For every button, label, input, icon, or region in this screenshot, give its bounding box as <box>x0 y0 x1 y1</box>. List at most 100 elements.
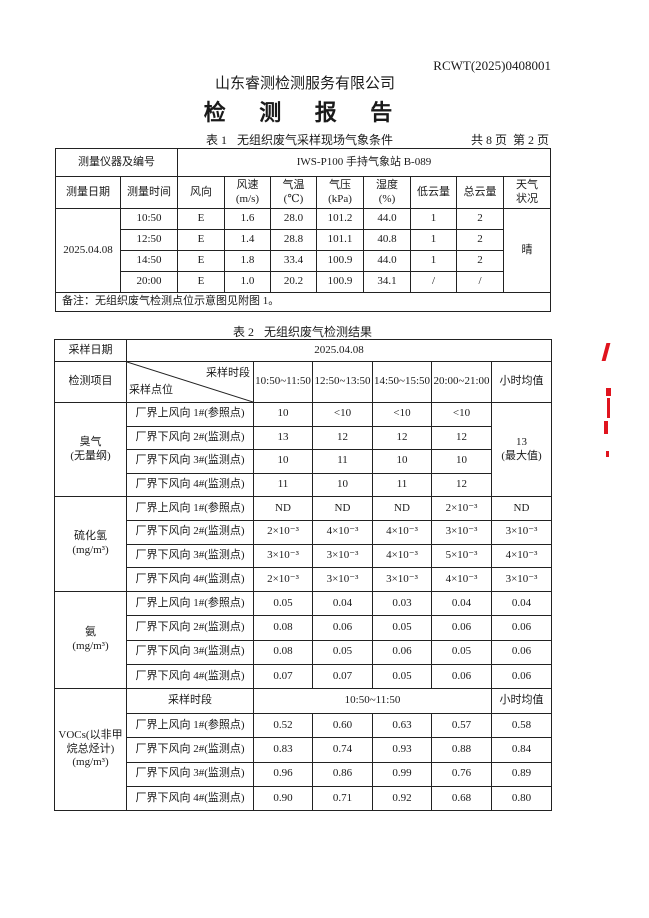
column-header: 湿度 (%) <box>363 176 411 209</box>
result-value: 0.99 <box>372 761 432 787</box>
result-value: 0.08 <box>253 639 313 665</box>
data-row: 臭气 (无量纲) 厂界上风向 1#(参照点) 10 <10 <10 <10 13 (最大值) <box>54 402 552 497</box>
page-title: 检 测 报 告 <box>203 100 407 125</box>
result-value: 0.96 <box>253 761 313 787</box>
header-row: 测量日期 测量时间 风向 风速 (m/s) 气温 (℃) 气压 (kPa) 湿度 (%) 低云… <box>55 176 551 209</box>
sampling-point: 厂界下风向 4#(监测点) <box>126 472 254 497</box>
table-cell: 12:50 <box>120 229 178 251</box>
data-row: 厂界下风向 2#(监测点) 13 12 12 12 <box>55 425 552 450</box>
result-value: 0.04 <box>312 590 373 617</box>
result-value: 12 <box>431 472 492 497</box>
company-name: 山东睿测检测服务有限公司 <box>214 76 395 92</box>
table-cell: 101.1 <box>316 229 364 251</box>
sampling-point: 厂界下风向 4#(监测点) <box>126 785 254 812</box>
period-label: 采样时段 <box>206 367 250 379</box>
result-value: 0.52 <box>253 712 313 739</box>
result-value: 10 <box>253 402 313 427</box>
page-info: 共 8 页第 2 页 <box>465 131 549 148</box>
result-value: 0.06 <box>431 663 492 690</box>
result-value: 0.03 <box>372 590 432 617</box>
point-label: 采样点位 <box>129 384 173 397</box>
sampling-date-value: 2025.04.08 <box>126 339 552 362</box>
hourly-avg: 0.89 <box>491 761 552 787</box>
result-value: 10 <box>431 449 492 474</box>
table-cell: E <box>177 229 225 251</box>
hourly-avg: 4×10⁻³ <box>491 543 552 569</box>
hourly-avg: 3×10⁻³ <box>491 567 552 592</box>
table-cell: 100.9 <box>316 271 364 293</box>
item-title: 氨 <box>85 626 96 639</box>
result-value: 10 <box>312 472 373 497</box>
item-unit: (无量纲) <box>70 449 111 462</box>
item-name: 氨 (mg/m³) <box>54 591 127 689</box>
table-cell: 10:50 <box>120 208 178 230</box>
result-value: 10 <box>372 449 432 474</box>
item-label: 检测项目 <box>54 361 127 403</box>
result-value: 0.74 <box>312 737 373 763</box>
result-value: 2×10⁻³ <box>431 496 492 521</box>
item-name: 硫化氢 (mg/m³) <box>54 496 127 592</box>
data-row: 20:00 E 1.0 20.2 100.9 34.1// <box>56 271 551 293</box>
table-cell: 2 <box>456 208 504 230</box>
column-header: 风向 <box>177 176 225 209</box>
result-value: 0.06 <box>372 639 432 665</box>
data-row: 氨 (mg/m³) 厂界上风向 1#(参照点) 0.05 0.04 0.03 0.04 0.0… <box>54 590 552 689</box>
result-value: 0.76 <box>431 761 492 787</box>
column-header: 测量日期 <box>55 176 121 209</box>
result-value: 4×10⁻³ <box>372 543 432 569</box>
result-value: 0.07 <box>253 663 313 690</box>
data-row: 厂界下风向 4#(监测点) 0.90 0.71 0.92 0.68 0.80 <box>55 785 552 812</box>
hourly-avg: 0.84 <box>491 737 552 763</box>
result-value: 0.92 <box>372 785 432 812</box>
hourly-avg: 0.58 <box>491 712 552 739</box>
result-value: 4×10⁻³ <box>312 519 373 545</box>
sampling-point: 厂界上风向 1#(参照点) <box>126 590 254 617</box>
sampling-point: 厂界下风向 2#(监测点) <box>126 737 254 763</box>
result-value: <10 <box>312 402 373 427</box>
result-value: <10 <box>431 402 492 427</box>
weather-conditions-table: 测量仪器及编号 IWS-P100 手持气象站 B-089 测量日期 测量时间 风向 风速 … <box>55 148 551 312</box>
hourly-avg: 0.06 <box>491 639 552 665</box>
result-value: 0.08 <box>253 615 313 641</box>
data-row: 厂界下风向 2#(监测点) 2×10⁻³ 4×10⁻³ 4×10⁻³ 3×10⁻³ 3×1… <box>55 519 552 545</box>
result-value: 12 <box>312 425 373 450</box>
result-value: 0.06 <box>312 615 373 641</box>
result-value: 0.05 <box>431 639 492 665</box>
data-row: 厂界下风向 3#(监测点) 10 11 10 10 <box>55 449 552 474</box>
result-value: 12 <box>372 425 432 450</box>
table-cell: / <box>410 271 457 293</box>
diagonal-header: 采样时段采样点位 <box>126 361 254 403</box>
sampling-point: 厂界上风向 1#(参照点) <box>126 402 254 427</box>
table1-number: 表 1 <box>206 133 228 147</box>
result-value: 0.05 <box>312 639 373 665</box>
table1-caption: 表 1 无组织废气采样现场气象条件 <box>206 131 403 148</box>
result-value: 10 <box>253 449 313 474</box>
table-cell: 1 <box>410 208 457 230</box>
data-row: 厂界上风向 1#(参照点) 0.52 0.60 0.63 0.57 0.58 <box>55 712 552 739</box>
result-value: 3×10⁻³ <box>312 543 373 569</box>
result-value: 0.88 <box>431 737 492 763</box>
table-cell: 44.0 <box>363 250 411 272</box>
result-value: 11 <box>372 472 432 497</box>
result-value: 0.71 <box>312 785 373 812</box>
pages-total: 共 8 页 <box>471 133 508 147</box>
result-value: 4×10⁻³ <box>372 519 432 545</box>
result-value: 0.57 <box>431 712 492 739</box>
data-row: 厂界下风向 4#(监测点) 11 10 11 12 <box>55 472 552 497</box>
sampling-date-label: 采样日期 <box>54 339 127 362</box>
instrument-row: 测量仪器及编号 IWS-P100 手持气象站 B-089 <box>55 148 551 177</box>
result-value: 0.93 <box>372 737 432 763</box>
result-value: 2×10⁻³ <box>253 519 313 545</box>
measure-date: 2025.04.08 <box>55 208 121 293</box>
vocs-period: 10:50~11:50 <box>253 688 492 714</box>
period-header: 14:50~15:50 <box>372 361 432 403</box>
result-value: 12 <box>431 425 492 450</box>
result-value: 0.04 <box>431 590 492 617</box>
result-value: <10 <box>372 402 432 427</box>
sampling-point: 厂界上风向 1#(参照点) <box>126 712 254 739</box>
data-row: 14:50 E 1.8 33.4 100.9 44.0 1 2 <box>56 250 551 272</box>
table-cell: 1.8 <box>224 250 271 272</box>
result-value: 2×10⁻³ <box>253 567 313 592</box>
hourly-avg: 0.80 <box>491 785 552 812</box>
sampling-point: 厂界下风向 3#(监测点) <box>126 761 254 787</box>
